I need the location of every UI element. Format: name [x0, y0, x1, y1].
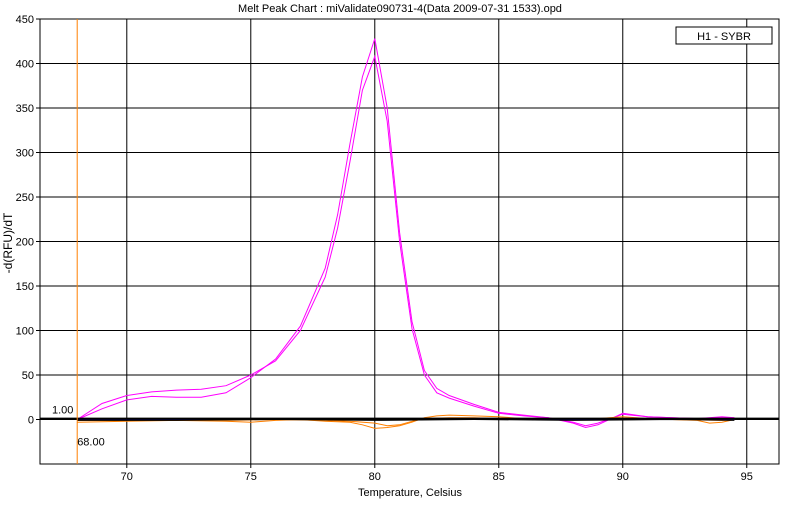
cursor-label: 68.00 [77, 437, 105, 449]
y-tick-label: 450 [16, 14, 34, 26]
legend-label: H1 - SYBR [697, 31, 751, 43]
y-tick-label: 250 [16, 192, 34, 204]
series-line-6 [77, 418, 735, 421]
y-tick-label: 400 [16, 59, 34, 71]
threshold-label: 1.00 [52, 405, 73, 417]
axis-layer: 70 75 80 85 90 95 0 50 100 150 200 250 300 350 400 450 [16, 14, 753, 483]
grid-layer [39, 18, 780, 465]
y-tick-label: 300 [16, 148, 34, 160]
chart-title: Melt Peak Chart : miValidate090731-4(Dat… [238, 3, 562, 15]
y-tick-label: 100 [16, 326, 34, 338]
legend-box [675, 26, 773, 45]
y-tick-label: 350 [16, 103, 34, 115]
x-tick-label: 80 [369, 471, 381, 483]
y-tick-label: 50 [22, 370, 34, 382]
y-tick-label: 150 [16, 281, 34, 293]
y-tick-label: 0 [28, 415, 34, 427]
x-axis-label: Temperature, Celsius [358, 487, 462, 499]
y-tick-label: 200 [16, 237, 34, 249]
x-tick-label: 70 [121, 471, 133, 483]
x-tick-label: 95 [741, 471, 753, 483]
x-tick-label: 90 [617, 471, 629, 483]
x-tick-label: 75 [245, 471, 257, 483]
y-axis-label: -d(RFU)/dT [1, 212, 15, 273]
legend: H1 - SYBR [675, 26, 773, 45]
x-tick-label: 85 [493, 471, 505, 483]
overlay-layer: 1.00 68.00 [40, 19, 779, 464]
